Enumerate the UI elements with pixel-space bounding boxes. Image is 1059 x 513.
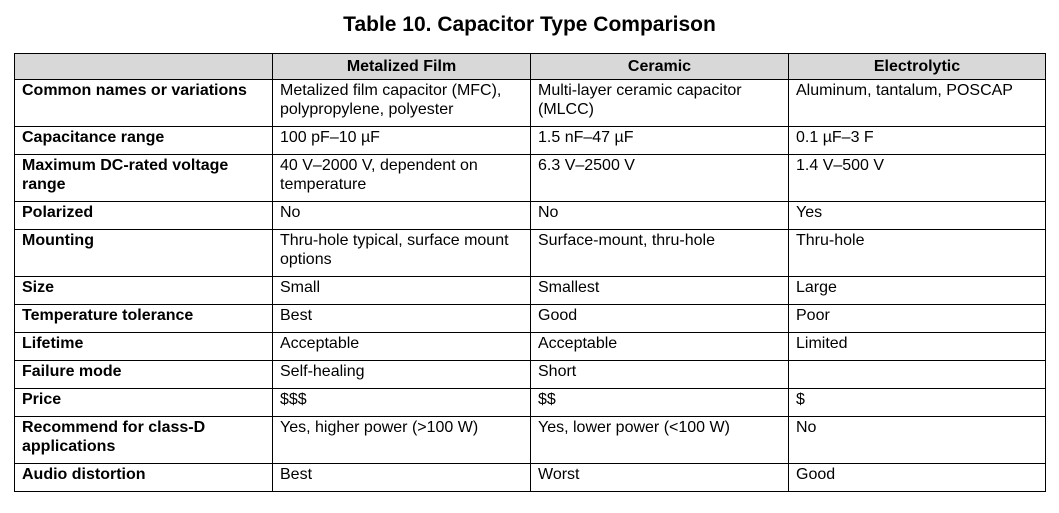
table-cell: Large (788, 276, 1046, 305)
table-cell: Small (272, 276, 531, 305)
table-cell: Multi-layer ceramic capacitor (MLCC) (530, 79, 789, 127)
table-cell: Yes (788, 201, 1046, 230)
table-cell: No (788, 416, 1046, 464)
row-label: Polarized (14, 201, 273, 230)
row-label: Mounting (14, 229, 273, 277)
header-row: Metalized Film Ceramic Electrolytic (14, 53, 1046, 80)
table-row: Recommend for class-D applications Yes, … (14, 416, 1046, 464)
header-cell-blank (14, 53, 273, 80)
table-row: Size Small Smallest Large (14, 276, 1046, 305)
row-label: Common names or variations (14, 79, 273, 127)
table-cell: Aluminum, tantalum, POSCAP (788, 79, 1046, 127)
table-row: Polarized No No Yes (14, 201, 1046, 230)
capacitor-comparison-table: Metalized Film Ceramic Electrolytic Comm… (14, 53, 1046, 492)
table-cell: Acceptable (530, 332, 789, 361)
table-cell: 40 V–2000 V, dependent on temperature (272, 154, 531, 202)
row-label: Temperature tolerance (14, 304, 273, 333)
table-cell: Short (530, 360, 789, 389)
table-row: Audio distortion Best Worst Good (14, 463, 1046, 492)
table-cell (788, 360, 1046, 389)
table-cell: Acceptable (272, 332, 531, 361)
table-row: Failure mode Self-healing Short (14, 360, 1046, 389)
table-row: Mounting Thru-hole typical, surface moun… (14, 229, 1046, 277)
table-row: Capacitance range 100 pF–10 µF 1.5 nF–47… (14, 126, 1046, 155)
table-cell: No (272, 201, 531, 230)
table-cell: No (530, 201, 789, 230)
table-cell: Smallest (530, 276, 789, 305)
table-cell: Metalized film capacitor (MFC), polyprop… (272, 79, 531, 127)
table-row: Maximum DC-rated voltage range 40 V–2000… (14, 154, 1046, 202)
table-cell: Yes, lower power (<100 W) (530, 416, 789, 464)
table-cell: Good (530, 304, 789, 333)
row-label: Size (14, 276, 273, 305)
table-row: Common names or variations Metalized fil… (14, 79, 1046, 127)
table-row: Temperature tolerance Best Good Poor (14, 304, 1046, 333)
row-label: Failure mode (14, 360, 273, 389)
header-cell-electrolytic: Electrolytic (788, 53, 1046, 80)
row-label: Recommend for class-D applications (14, 416, 273, 464)
table-cell: Best (272, 304, 531, 333)
table-cell: $$$ (272, 388, 531, 417)
row-label: Audio distortion (14, 463, 273, 492)
row-label: Capacitance range (14, 126, 273, 155)
table-cell: Good (788, 463, 1046, 492)
table-cell: Thru-hole (788, 229, 1046, 277)
table-cell: Yes, higher power (>100 W) (272, 416, 531, 464)
table-cell: Worst (530, 463, 789, 492)
row-label: Price (14, 388, 273, 417)
table-cell: 0.1 µF–3 F (788, 126, 1046, 155)
table-cell: $$ (530, 388, 789, 417)
table-cell: Limited (788, 332, 1046, 361)
row-label: Lifetime (14, 332, 273, 361)
table-cell: 100 pF–10 µF (272, 126, 531, 155)
table-cell: $ (788, 388, 1046, 417)
table-row: Price $$$ $$ $ (14, 388, 1046, 417)
table-cell: 1.4 V–500 V (788, 154, 1046, 202)
table-cell: Best (272, 463, 531, 492)
table-cell: Poor (788, 304, 1046, 333)
header-cell-ceramic: Ceramic (530, 53, 789, 80)
table-title: Table 10. Capacitor Type Comparison (343, 13, 716, 36)
table-cell: 6.3 V–2500 V (530, 154, 789, 202)
table-row: Lifetime Acceptable Acceptable Limited (14, 332, 1046, 361)
row-label: Maximum DC-rated voltage range (14, 154, 273, 202)
header-cell-metalized-film: Metalized Film (272, 53, 531, 80)
table-cell: Thru-hole typical, surface mount options (272, 229, 531, 277)
table-cell: 1.5 nF–47 µF (530, 126, 789, 155)
table-cell: Self-healing (272, 360, 531, 389)
table-cell: Surface-mount, thru-hole (530, 229, 789, 277)
